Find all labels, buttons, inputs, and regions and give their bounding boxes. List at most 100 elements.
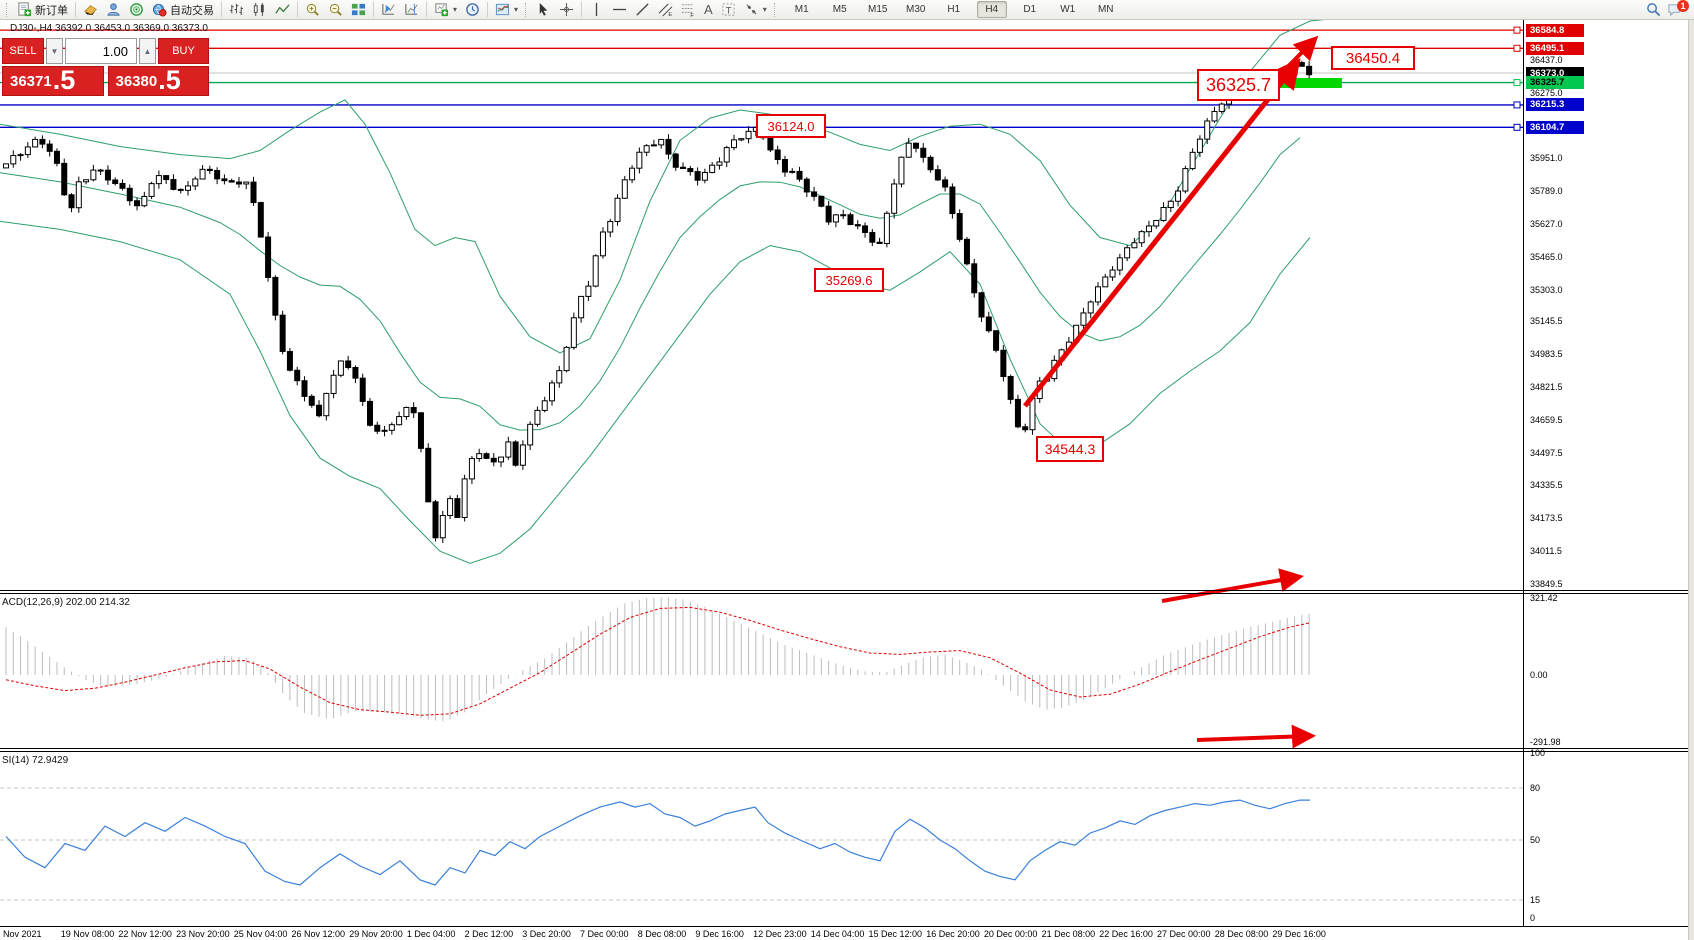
trend-arrow[interactable] [1196,724,1316,749]
cursor-tool-button[interactable] [532,1,555,19]
chart-ohlc-header: DJ30-,H4 36392.0 36453.0 36369.0 36373.0 [10,23,208,34]
time-axis-label: 22 Dec 16:00 [1099,929,1153,939]
trendline-icon [636,3,649,16]
timeframe-h4-button[interactable]: H4 [976,1,1007,18]
chart-window[interactable]: DJ30-,H4 36392.0 36453.0 36369.0 36373.0… [0,20,1694,940]
candle [185,185,191,191]
macd-axis-label: 321.42 [1530,593,1558,603]
zoom-in-button[interactable] [301,1,324,19]
new-order-button[interactable]: 新订单 [13,1,72,19]
text-tool-button[interactable]: A [700,1,717,19]
bar-chart-button[interactable] [225,1,248,19]
toolbar-grip[interactable] [525,2,529,17]
candle [854,224,861,227]
price-annotation-box[interactable]: 36450.4 [1331,46,1415,70]
timeframe-h1-button[interactable]: H1 [947,4,961,15]
candlestick-chart-button[interactable] [248,1,271,19]
broadcast-button[interactable] [125,1,148,19]
sell-button[interactable]: SELL [2,38,44,64]
toolbar-grip[interactable] [6,2,10,17]
candle [971,263,978,294]
strategy-tester-button[interactable] [102,1,125,19]
trend-arrow[interactable] [1023,58,1301,408]
period-separators-button[interactable] [400,1,423,19]
candle [148,183,155,197]
sell-price-display[interactable]: 36371 .5 [2,66,104,96]
label-tool-button[interactable]: T [717,1,740,19]
candle [549,382,555,402]
timeframe-m5-button[interactable]: M5 [832,4,847,15]
time-axis-label: 15 Dec 12:00 [868,929,923,939]
timeframe-m15-button[interactable]: M15 [867,4,888,15]
candle [272,276,279,316]
candle [745,130,752,140]
time-axis-label: 23 Nov 20:00 [176,929,230,939]
timeframe-mn-button[interactable]: MN [1097,4,1114,15]
candle [585,285,592,297]
notifications-button[interactable]: 1 [1667,0,1689,18]
indicator-list-button[interactable] [377,1,400,19]
candle [556,370,563,384]
candle [177,188,184,191]
candle [883,212,890,245]
candle [636,151,643,169]
add-indicator-button[interactable]: ▾ [430,1,461,19]
buy-price-pip: .5 [158,65,181,95]
spin-up-icon: ▲ [143,46,152,56]
candle [781,158,788,173]
volume-input[interactable]: 1.00 [65,38,137,64]
horizontal-line-tool-button[interactable] [608,1,631,19]
trendline-tool-button[interactable] [631,1,654,19]
toolbar-separator [75,2,76,17]
price-annotation-box[interactable]: 34544.3 [1036,436,1104,462]
candle [1029,398,1036,431]
candle [141,195,148,207]
toolbar-separator [487,2,489,17]
new-order-icon [18,2,32,17]
buy-price-display[interactable]: 36380 .5 [107,65,209,96]
price-annotation-box[interactable]: 36124.0 [756,114,826,138]
candle [832,214,839,223]
notification-count-badge: 1 [1677,0,1689,12]
candle [104,169,111,181]
toolbar-grip[interactable] [773,2,778,17]
time-settings-button[interactable] [461,1,484,19]
chart-template-button[interactable]: ▾ [491,1,522,19]
timeframe-m1-button[interactable]: M1 [794,4,809,15]
fibonacci-tool-button[interactable]: F [677,1,700,19]
candle [825,205,832,223]
candle [243,181,250,185]
candle [337,360,344,376]
bollinger-lower-band [0,220,1311,564]
channel-tool-button[interactable]: E [654,1,677,19]
vertical-line-tool-button[interactable] [585,1,608,19]
price-tick-label: 34335.5 [1530,480,1563,491]
timeframe-w1-button[interactable]: W1 [1060,4,1076,15]
spin-down-icon: ▼ [50,46,59,56]
auto-trading-button[interactable]: 自动交易 [148,1,218,19]
shapes-tool-button[interactable]: ▾ [740,1,771,19]
timeframe-m30-button[interactable]: M30 [905,4,926,15]
price-annotation-box[interactable]: 35269.6 [814,268,884,292]
line-chart-button[interactable] [271,1,294,19]
search-icon[interactable] [1646,2,1661,17]
volume-decrease-button[interactable]: ▼ [46,38,63,64]
buy-button[interactable]: BUY [158,38,209,64]
tile-windows-button[interactable] [347,1,370,19]
candle [199,168,206,180]
candle [1196,138,1203,153]
price-annotation-box[interactable]: 36325.7 [1197,69,1280,101]
zoom-out-button[interactable] [324,1,347,19]
timeframe-d1-button[interactable]: D1 [1023,4,1037,15]
candle [359,377,366,402]
price-tick-label: 33849.5 [1530,578,1563,589]
time-axis-label: 2 Dec 12:00 [464,929,514,939]
candle [97,169,104,172]
market-watch-button[interactable] [79,1,102,19]
candle [985,316,992,332]
crosshair-tool-button[interactable] [555,1,578,19]
candle [942,179,949,188]
volume-increase-button[interactable]: ▲ [139,38,156,64]
trend-arrow[interactable] [1161,568,1304,603]
